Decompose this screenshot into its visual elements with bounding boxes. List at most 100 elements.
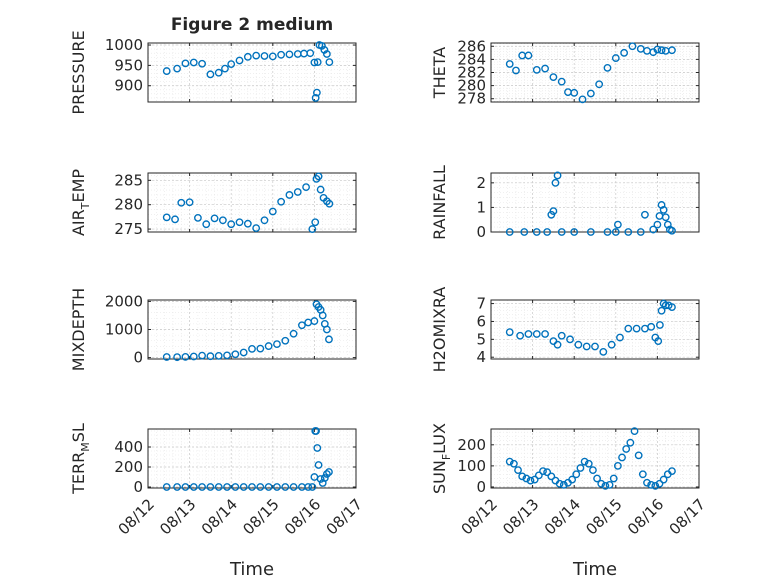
data-point [659,205,668,214]
data-point [522,474,531,483]
data-point [512,66,520,75]
data-point [653,45,662,54]
data-point [235,218,244,227]
data-point [630,427,639,436]
y-tick-label: 900 [114,77,143,95]
data-point [273,340,281,349]
data-point [624,324,633,333]
y-tick-label: 280 [457,77,486,95]
data-point [239,348,248,357]
data-point [198,351,206,360]
data-point [320,474,329,482]
data-point [285,191,294,199]
data-point [311,218,320,227]
data-point [582,342,591,351]
data-point [597,479,606,488]
data-point [210,214,219,223]
data-point [609,474,618,483]
data-point [647,480,656,489]
data-point [570,228,579,236]
data-point [589,466,597,474]
data-point [293,188,302,196]
data-point [574,340,583,349]
data-point [316,475,325,483]
y-tick-label: 7 [476,295,486,313]
data-point [313,444,322,452]
data-point [194,213,202,222]
data-point [264,483,273,491]
data-point [657,306,666,315]
data-point [620,48,629,57]
data-point [603,64,612,72]
y-axis-label-main: AIR [69,209,88,236]
axes-box [490,299,700,360]
data-point [316,185,325,194]
data-point [298,321,306,330]
y-axis-label-main: THETA [430,47,449,99]
data-point [256,344,265,353]
data-point [655,479,664,488]
axes-box [147,428,357,489]
data-point [601,481,610,490]
data-point [181,59,190,68]
data-point [181,483,190,491]
x-axis-label-right: Time [572,559,617,580]
data-point [171,215,179,224]
y-tick-label: 0 [476,478,486,496]
data-point [539,467,547,476]
data-point [312,427,320,435]
data-point [549,207,558,216]
data-point [651,481,660,490]
data-point [162,67,171,75]
data-point [231,483,240,491]
data-point [206,483,215,491]
y-tick-label: 100 [457,457,486,475]
data-point [260,52,269,60]
data-point [214,483,223,491]
data-point [268,207,277,216]
data-point [547,472,556,481]
y-axis-label-main: RAINFALL [430,165,449,240]
data-point [308,483,317,491]
data-point [520,228,529,236]
data-point [206,352,215,361]
data-point [655,321,664,329]
data-point [534,471,543,480]
data-point [634,451,643,460]
y-tick-label: 6 [476,312,486,330]
data-point [235,56,244,65]
data-point [313,58,322,67]
data-point [647,322,656,331]
data-point [659,299,668,308]
data-point [189,58,198,67]
data-point [505,60,514,68]
data-point [570,88,579,97]
y-axis-label-subscript: F [440,454,453,460]
data-point [281,336,290,345]
data-point [659,475,668,484]
data-point [557,77,566,86]
data-point [586,228,595,236]
data-point [557,228,566,236]
data-point [543,468,552,477]
y-tick-label: 0 [476,223,486,241]
data-point [185,198,194,207]
data-point [181,352,190,361]
data-point [248,483,256,491]
data-point [643,478,651,487]
data-point [668,226,676,235]
data-point [607,340,616,349]
y-tick-label: 1000 [105,321,143,339]
data-point [618,453,626,462]
data-point [505,328,514,337]
y-tick-label: 282 [457,64,486,82]
data-point [325,58,334,67]
data-point [306,49,315,58]
y-tick-label: 4 [476,348,486,366]
data-point [218,216,227,225]
y-axis-label: MIXDEPTH [69,288,88,371]
y-axis-label-main: MIXDEPTH [69,288,88,371]
